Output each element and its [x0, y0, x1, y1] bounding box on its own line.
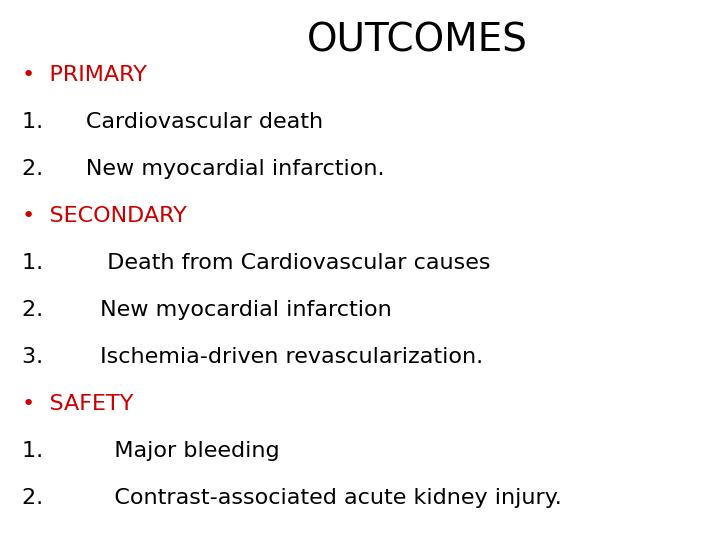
- Text: 2.        New myocardial infarction: 2. New myocardial infarction: [22, 300, 392, 320]
- Text: •  PRIMARY: • PRIMARY: [22, 65, 146, 85]
- Text: •  SAFETY: • SAFETY: [22, 394, 133, 414]
- Text: •  SECONDARY: • SECONDARY: [22, 206, 186, 226]
- Text: 2.      New myocardial infarction.: 2. New myocardial infarction.: [22, 159, 384, 179]
- Text: 1.         Death from Cardiovascular causes: 1. Death from Cardiovascular causes: [22, 253, 490, 273]
- Text: 1.          Major bleeding: 1. Major bleeding: [22, 441, 279, 461]
- Text: 3.        Ischemia-driven revascularization.: 3. Ischemia-driven revascularization.: [22, 347, 482, 367]
- Text: 1.      Cardiovascular death: 1. Cardiovascular death: [22, 112, 323, 132]
- Text: OUTCOMES: OUTCOMES: [307, 22, 528, 59]
- Text: 2.          Contrast-associated acute kidney injury.: 2. Contrast-associated acute kidney inju…: [22, 488, 562, 508]
